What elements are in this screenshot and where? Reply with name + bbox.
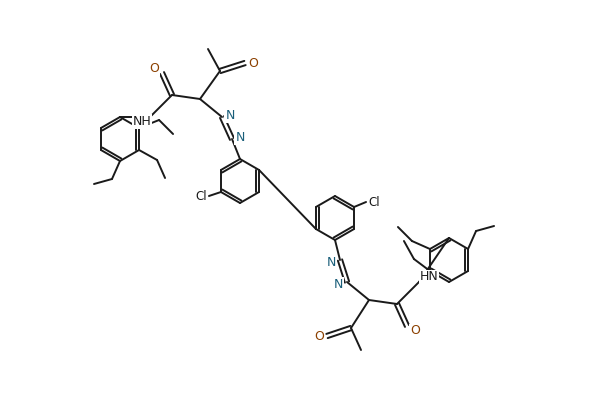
Text: N: N	[226, 109, 234, 122]
Text: HN: HN	[419, 270, 439, 284]
Text: O: O	[248, 57, 258, 70]
Text: O: O	[410, 324, 420, 337]
Text: N: N	[326, 255, 336, 268]
Text: O: O	[314, 329, 324, 343]
Text: Cl: Cl	[368, 196, 380, 209]
Text: N: N	[235, 131, 245, 143]
Text: N: N	[333, 278, 343, 291]
Text: Cl: Cl	[195, 190, 206, 202]
Text: O: O	[149, 61, 159, 74]
Text: NH: NH	[133, 114, 151, 128]
